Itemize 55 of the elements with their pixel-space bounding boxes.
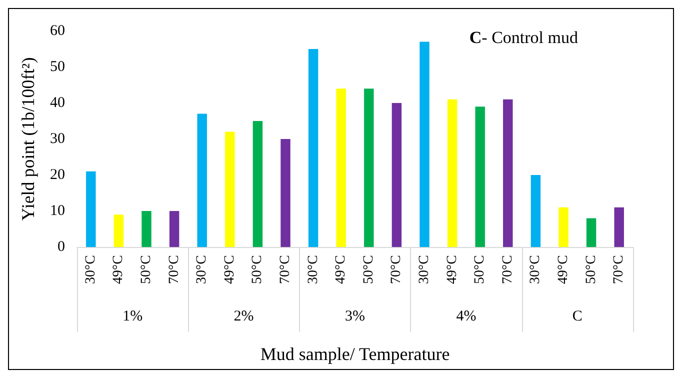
- y-tick-label: 0: [58, 239, 65, 255]
- bar: [503, 99, 513, 247]
- y-tick-label: 50: [50, 59, 65, 75]
- x-tick-label: 70°C: [166, 255, 182, 284]
- bar: [420, 42, 430, 247]
- bar: [586, 218, 596, 247]
- bar: [475, 106, 485, 247]
- bar: [336, 88, 346, 247]
- text: 3%: [345, 308, 365, 324]
- x-axis-title: Mud sample/ Temperature: [260, 344, 450, 364]
- x-tick-label: 30°C: [194, 255, 210, 284]
- x-tick-label: 30°C: [417, 255, 432, 284]
- y-tick-label: 40: [50, 95, 65, 111]
- bar: [142, 211, 152, 247]
- bar: [447, 99, 458, 247]
- x-tick-label: 49°C: [556, 255, 571, 284]
- x-tick-label: 50°C: [361, 255, 376, 284]
- y-tick-label: 60: [50, 23, 65, 39]
- y-tick-label: 10: [50, 203, 65, 219]
- x-tick-label: 50°C: [472, 255, 488, 284]
- annotation: C- Control mud: [469, 28, 578, 47]
- x-tick-label: 49°C: [222, 255, 238, 284]
- bar: [169, 211, 180, 247]
- bar: [364, 88, 374, 247]
- x-tick-label: 49°C: [444, 255, 460, 284]
- bar: [614, 207, 624, 247]
- bar: [530, 175, 541, 247]
- x-tick-label: 50°C: [250, 255, 266, 284]
- x-tick-label: 30°C: [306, 255, 321, 284]
- bar: [114, 214, 124, 247]
- x-tick-label: 30°C: [83, 255, 98, 284]
- bar: [86, 171, 96, 247]
- x-tick-label: 70°C: [612, 255, 627, 284]
- x-tick-label: 49°C: [334, 255, 349, 284]
- bar: [392, 103, 402, 247]
- bar: [308, 49, 318, 247]
- x-tick-label: 30°C: [528, 255, 544, 284]
- text: 2%: [234, 308, 254, 324]
- y-axis-title: Yield point (1b/100ft²): [18, 57, 38, 221]
- x-tick-label: 70°C: [278, 255, 293, 284]
- bar: [558, 207, 568, 247]
- bar: [197, 114, 207, 247]
- text: 4%: [456, 308, 476, 324]
- y-tick-label: 20: [50, 167, 65, 183]
- x-tick-label: 70°C: [389, 255, 404, 284]
- bar: [252, 121, 263, 247]
- x-tick-label: 50°C: [584, 255, 599, 284]
- x-tick-label: 49°C: [111, 255, 126, 284]
- x-tick-label: 70°C: [500, 255, 516, 284]
- y-tick-label: 30: [50, 131, 65, 147]
- x-tick-label: 50°C: [139, 255, 154, 284]
- bar: [225, 132, 235, 247]
- text: 1%: [122, 308, 143, 324]
- bar: [280, 139, 290, 247]
- text: C: [572, 308, 582, 324]
